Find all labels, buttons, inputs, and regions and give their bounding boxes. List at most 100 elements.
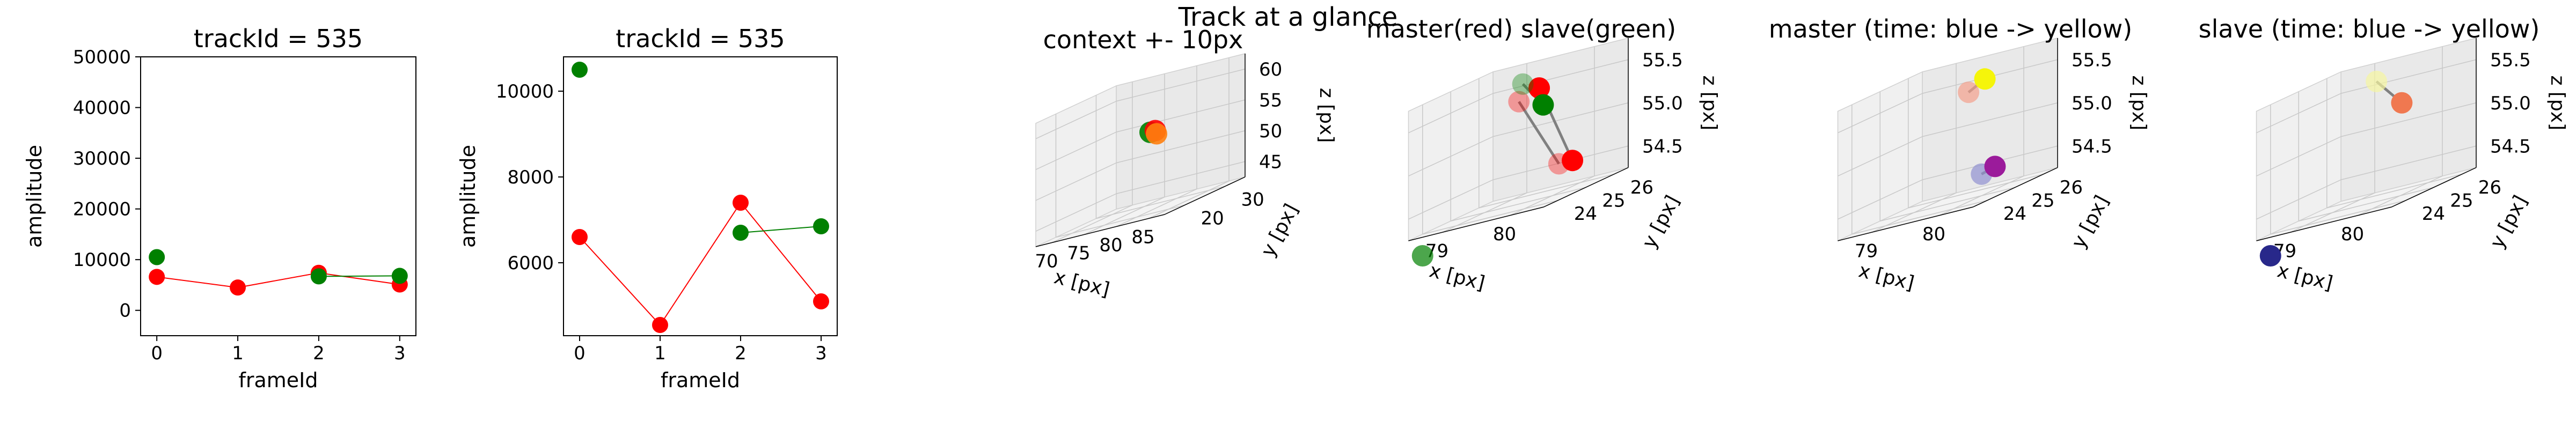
data-point	[733, 195, 749, 211]
y-tick-label: 20000	[73, 199, 131, 220]
axis-line	[2256, 206, 2392, 241]
y-tick-label: 50000	[73, 47, 131, 68]
grid-line	[2299, 187, 2434, 221]
x-tick-label: 1	[232, 343, 244, 364]
y-tick-label: 24	[1574, 203, 1597, 225]
data-point	[310, 268, 327, 285]
axis-line	[1838, 206, 1973, 241]
series-line	[157, 272, 400, 289]
x-axis-label: x [px]	[1427, 260, 1487, 294]
y-tick-label: 0	[119, 300, 131, 322]
data-point	[230, 279, 246, 296]
x-tick-label: 2	[313, 343, 325, 364]
grid-line	[1908, 174, 2044, 209]
chart-title: master(red) slave(green)	[1366, 14, 1676, 43]
x-tick-label: 80	[1099, 235, 1122, 256]
grid-line	[1851, 200, 1987, 235]
slave-point	[1411, 245, 1433, 267]
data-point	[813, 218, 829, 234]
x-axis-label: frameId	[238, 368, 318, 392]
grid-line	[1408, 136, 1494, 176]
master-point	[1528, 77, 1550, 99]
data-point	[572, 229, 588, 245]
data-point	[1974, 68, 1996, 90]
z-tick-label: 54.5	[1642, 136, 1683, 157]
grid-line	[1408, 179, 1494, 220]
grid-line	[2256, 136, 2341, 176]
grid-line	[1116, 161, 1246, 194]
master-point	[1508, 91, 1530, 113]
grid-line	[1084, 196, 1165, 235]
y-axis-label: y [px]	[2486, 192, 2531, 252]
z-tick-label: 55.5	[1642, 49, 1683, 71]
axis-line	[1543, 167, 1629, 208]
data-point	[1146, 123, 1167, 145]
slave-point	[1532, 94, 1554, 116]
grid-line	[1880, 187, 2016, 221]
grid-line	[1492, 145, 1629, 180]
x-tick-label: 80	[1922, 224, 1945, 245]
data-point	[391, 268, 408, 284]
grid-line	[1116, 99, 1246, 132]
z-tick-label: 60	[1259, 59, 1282, 80]
grid-line	[2270, 200, 2406, 235]
grid-line	[1056, 204, 1185, 238]
grid-line	[1035, 101, 1117, 139]
data-point	[149, 249, 165, 265]
x-tick-label: 3	[394, 343, 406, 364]
chart-title: trackId = 535	[616, 24, 785, 53]
y-axis-label: y [px]	[1638, 192, 1684, 252]
z-tick-label: 55.5	[2072, 49, 2112, 71]
chart-2: trackId = 535 0 1 2 3 6000 8000 10000 frameId amp…	[456, 24, 838, 392]
z-axis-label: z [px]	[1315, 88, 1337, 143]
grid-line	[1035, 131, 1117, 170]
grid-line	[1116, 130, 1246, 164]
y-tick-label: 20	[1201, 208, 1224, 230]
data-point	[1984, 156, 2006, 177]
y-tick-label: 25	[2450, 190, 2473, 211]
chart-title: trackId = 535	[194, 24, 363, 53]
grid-line	[1492, 59, 1629, 94]
grid-line	[1116, 69, 1246, 102]
z-axis-label: z [px]	[1699, 75, 1721, 130]
y-tick-label: 8000	[507, 167, 554, 188]
grid-line	[1035, 193, 1117, 232]
grid-line	[2256, 179, 2341, 220]
grid-line	[1922, 102, 2058, 137]
x-tick-label: 70	[1035, 251, 1058, 272]
grid-line	[1838, 179, 1923, 220]
grid-line	[1422, 200, 1558, 235]
y-axis-label: y [px]	[2067, 192, 2113, 252]
z-tick-label: 50	[1259, 121, 1282, 142]
grid-line	[2340, 59, 2477, 94]
y-tick-label: 26	[1630, 177, 1653, 198]
y-tick-label: 24	[2422, 203, 2445, 225]
x-tick-label: 1	[654, 343, 666, 364]
axis-line	[2391, 167, 2477, 208]
data-point	[149, 269, 165, 285]
axis-line	[1164, 176, 1246, 215]
x-tick-label: 0	[151, 343, 163, 364]
grid-line	[2256, 93, 2341, 134]
chart-title: slave (time: blue -> yellow)	[2199, 14, 2540, 43]
data-point	[813, 293, 829, 309]
chart-title: context +- 10px	[1043, 25, 1243, 54]
grid-line	[1051, 204, 1133, 243]
grid-line	[1116, 188, 1197, 227]
data-point	[1958, 82, 1980, 103]
z-tick-label: 54.5	[2490, 136, 2531, 157]
axis-line	[1408, 206, 1544, 241]
z-axis-label: z [px]	[2128, 75, 2150, 130]
x-tick-label: 80	[2341, 224, 2364, 245]
grid-line	[1408, 93, 1494, 134]
series-line	[740, 226, 822, 233]
slave-point	[1512, 73, 1534, 95]
y-tick-label: 26	[2478, 177, 2501, 198]
x-tick-label: 75	[1067, 243, 1090, 264]
y-axis-label: amplitude	[23, 145, 46, 248]
track-link	[1518, 101, 1560, 165]
axis-line	[1973, 167, 2058, 208]
